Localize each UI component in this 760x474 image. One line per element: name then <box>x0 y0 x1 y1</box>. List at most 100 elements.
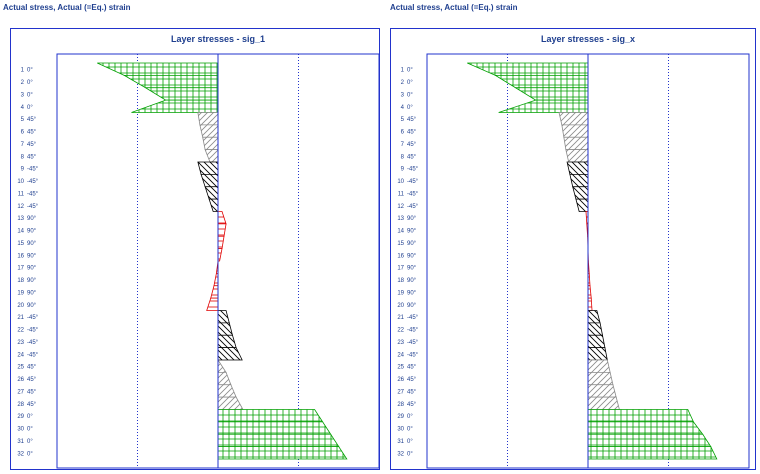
layer-number: 3 <box>401 92 405 98</box>
layer-number: 22 <box>17 328 24 334</box>
layer-angle: 0° <box>407 80 413 86</box>
layer-angle: 90° <box>407 241 417 247</box>
layer-number: 30 <box>397 427 404 433</box>
layer-number: 9 <box>21 167 25 173</box>
layer-angle: 0° <box>407 451 413 457</box>
layer-number: 24 <box>397 352 404 358</box>
layer-angle: 0° <box>27 105 33 111</box>
layer-number: 26 <box>17 377 24 383</box>
chart-title: Layer stresses - sig_x <box>541 34 635 44</box>
layer-angle: 90° <box>27 241 37 247</box>
layer-angle: 0° <box>27 414 33 420</box>
layer-angle: -45° <box>27 340 39 346</box>
layer-angle: 45° <box>407 402 417 408</box>
layer-bar <box>587 396 620 410</box>
layer-number: 6 <box>21 130 25 136</box>
layer-number: 6 <box>401 130 405 136</box>
layer-bar <box>217 409 324 423</box>
layer-angle: -45° <box>407 340 419 346</box>
layer-angle: 90° <box>27 229 37 235</box>
layer-number: 15 <box>397 241 404 247</box>
layer-angle: 0° <box>407 427 413 433</box>
layer-number: 22 <box>397 328 404 334</box>
layer-bar <box>561 124 589 138</box>
layer-angle: -45° <box>407 167 419 173</box>
layer-angle: -45° <box>407 315 419 321</box>
layer-angle: 45° <box>407 142 417 148</box>
layer-number: 18 <box>17 278 24 284</box>
layer-number: 30 <box>17 427 24 433</box>
chart-panel: Layer stresses - sig_11 0°2 0°3 0°4 0°5 45°6 4… <box>10 28 380 470</box>
layer-angle: 45° <box>27 117 37 123</box>
layer-angle: 0° <box>27 68 33 74</box>
layer-angle: 0° <box>407 414 413 420</box>
layer-bar <box>217 446 348 460</box>
layer-angle: 45° <box>27 402 37 408</box>
layer-number: 17 <box>397 266 404 272</box>
layer-number: 5 <box>21 117 25 123</box>
layer-angle: 0° <box>27 451 33 457</box>
layer-bar <box>202 136 219 151</box>
layer-angle: -45° <box>407 204 419 210</box>
layer-number: 20 <box>17 303 24 309</box>
layer-angle: 90° <box>407 278 417 284</box>
layer-bar <box>587 384 617 398</box>
layer-angle: -45° <box>407 179 419 185</box>
layer-number: 21 <box>397 315 404 321</box>
layer-bar <box>587 322 603 336</box>
layer-number: 12 <box>397 204 404 210</box>
layer-number: 20 <box>397 303 404 309</box>
caption-left: Actual stress, Actual (=Eq.) strain <box>3 3 131 12</box>
layer-bar <box>566 161 589 175</box>
layer-bar <box>587 433 712 448</box>
layer-number: 19 <box>397 290 404 296</box>
layer-number: 13 <box>17 216 24 222</box>
layer-angle: 90° <box>407 303 417 309</box>
layer-number: 13 <box>397 216 404 222</box>
layer-angle: -45° <box>27 352 39 358</box>
layer-angle: 90° <box>27 216 37 222</box>
layer-number: 1 <box>21 68 25 74</box>
layer-bar <box>587 347 608 361</box>
layer-number: 9 <box>401 167 405 173</box>
layer-number: 19 <box>17 290 24 296</box>
layer-number: 17 <box>17 266 24 272</box>
layer-angle: -45° <box>27 328 39 334</box>
layer-angle: 45° <box>27 130 37 136</box>
layer-bar <box>217 433 340 448</box>
layer-angle: 0° <box>407 68 413 74</box>
chart-title: Layer stresses - sig_1 <box>171 34 265 44</box>
layer-angle: -45° <box>27 204 39 210</box>
layer-angle: 45° <box>27 365 37 371</box>
layer-number: 2 <box>401 80 405 86</box>
layer-angle: 45° <box>27 154 37 160</box>
layer-angle: 0° <box>27 92 33 98</box>
layer-angle: 0° <box>27 427 33 433</box>
layer-number: 29 <box>17 414 24 420</box>
layer-number: 18 <box>397 278 404 284</box>
layer-bar <box>197 161 219 175</box>
layer-angle: 45° <box>27 389 37 395</box>
layer-angle: -45° <box>27 179 39 185</box>
layer-angle: -45° <box>27 191 39 197</box>
layer-number: 23 <box>397 340 404 346</box>
layer-number: 3 <box>21 92 25 98</box>
layer-number: 4 <box>21 105 25 111</box>
layer-angle: 90° <box>27 290 37 296</box>
layer-bar <box>217 334 237 349</box>
layer-bar <box>217 421 332 435</box>
layer-bar <box>197 112 219 126</box>
layer-angle: 0° <box>27 80 33 86</box>
layer-bar <box>587 409 695 423</box>
layer-number: 21 <box>17 315 24 321</box>
layer-bar <box>587 359 611 373</box>
layer-angle: 90° <box>27 303 37 309</box>
layer-number: 23 <box>17 340 24 346</box>
layer-angle: 45° <box>407 117 417 123</box>
layer-angle: 90° <box>407 229 417 235</box>
layer-angle: 90° <box>27 278 37 284</box>
layer-number: 8 <box>21 154 25 160</box>
layer-bar <box>563 136 589 151</box>
layer-number: 7 <box>21 142 25 148</box>
layer-angle: -45° <box>27 315 39 321</box>
